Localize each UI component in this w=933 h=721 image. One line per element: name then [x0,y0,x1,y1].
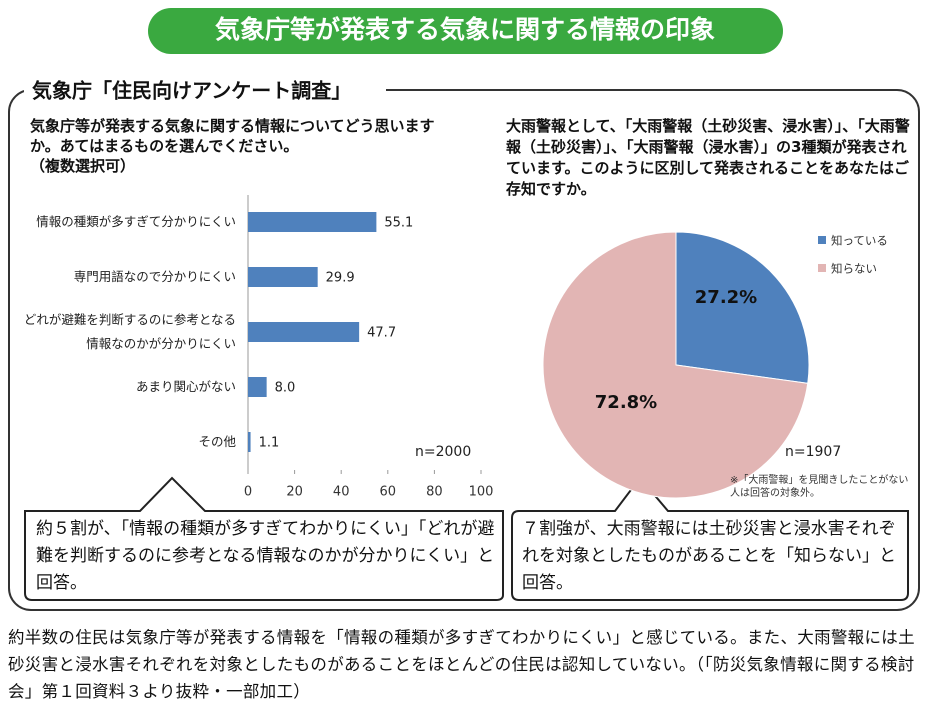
pie-slice [542,231,809,499]
section-title: 気象庁「住民向けアンケート調査」 [32,79,351,103]
frame-gap [24,78,386,104]
callout-right-text: ７割強が、大雨警報には土砂災害と浸水害それぞれを対象としたものがあることを「知ら… [522,519,896,593]
x-tick-label: 0 [244,485,252,500]
value-label: 29.9 [326,271,355,286]
pie-question: 大雨警報として、「大雨警報（土砂災害、浸水害）」、「大雨警報（土砂災害）」、「大… [506,117,910,198]
x-tick-label: 40 [333,485,350,500]
callout-right [511,476,909,601]
pie-footnote: ※「大雨警報」を見聞きしたことがない人は回答の対象外。 [730,475,909,499]
bar-question: 気象庁等が発表する気象に関する情報についてどう思いますか。あてはまるものを選んで… [30,117,435,175]
x-tick-label: 60 [380,485,397,500]
bar [248,377,267,397]
x-tick-label: 100 [469,485,494,500]
bar [248,212,377,232]
legend-label: 知らない [831,262,877,276]
value-label: 47.7 [367,326,396,341]
page-title: 気象庁等が発表する気象に関する情報の印象 [215,15,715,44]
category-label: 専門用語なので分かりにくい [73,269,236,284]
title-pill [148,8,783,54]
sample-size: n=2000 [415,444,471,460]
callout-left [24,476,504,601]
x-tick-label: 20 [286,485,303,500]
footer: 約半数の住民は気象庁等が発表する情報を「情報の種類が多すぎてわかりにくい」と感じ… [8,628,915,701]
legend-swatch [818,264,826,272]
legend-swatch [818,236,826,244]
value-label: 8.0 [275,381,296,396]
frame [8,89,920,611]
value-label: 27.2% [695,287,757,308]
bar [248,322,360,342]
category-label: あまり関心がない [135,379,236,394]
x-tick-label: 80 [426,485,443,500]
category-label: 情報の種類が多すぎて分かりにくい [36,214,236,229]
pie-slice [675,231,810,384]
category-label: その他 [198,434,236,449]
bar [248,267,318,287]
value-label: 72.8% [595,392,657,413]
bar [248,432,251,452]
category-label: どれが避難を判断するのに参考となる 情報なのかが分かりにくい [23,312,236,351]
sample-size: n=1907 [785,444,841,460]
value-label: 1.1 [259,436,280,451]
legend-label: 知っている [831,234,888,248]
value-label: 55.1 [384,216,413,231]
callout-left-text: 約５割が、「情報の種類が多すぎてわかりにくい」「どれが避難を判断するのに参考とな… [36,519,495,593]
